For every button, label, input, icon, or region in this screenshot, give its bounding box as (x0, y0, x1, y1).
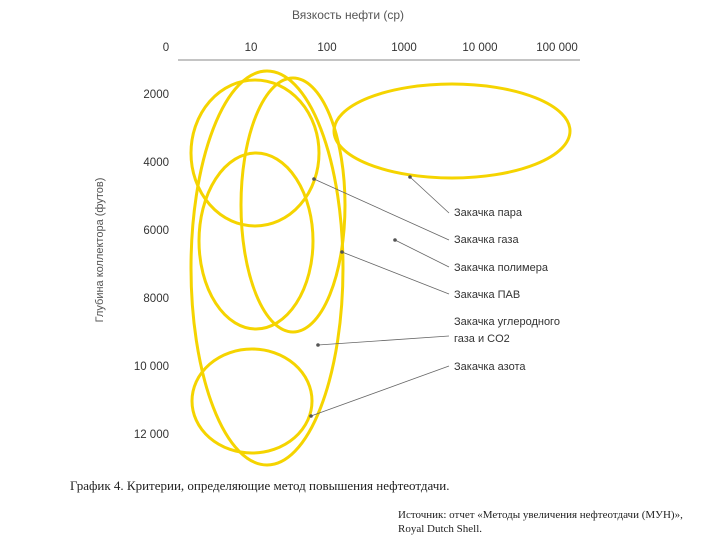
leader-dot (408, 175, 412, 179)
ellipse-polymer (239, 76, 347, 334)
leader-dot (340, 250, 344, 254)
ellipse-co2 (189, 69, 345, 467)
ellipse-nitrogen (190, 347, 314, 455)
source-line-2: Royal Dutch Shell. (398, 523, 483, 535)
eor-criteria-diagram: Вязкость нефти (ср) 0 10 100 1000 10 000… (94, 8, 580, 467)
x-tick: 100 (317, 42, 336, 54)
label-surfactant: Закачка ПАВ (454, 289, 520, 301)
leader-surfactant (341, 251, 450, 295)
leader-polymer (394, 239, 450, 268)
leader-dot (393, 238, 397, 242)
x-tick: 10 (245, 42, 258, 54)
y-tick: 4000 (143, 157, 169, 169)
x-tick: 10 000 (462, 42, 497, 54)
leader-dot (309, 414, 313, 418)
label-gas: Закачка газа (454, 234, 519, 246)
x-tick: 0 (163, 42, 169, 54)
ellipse-steam (332, 82, 572, 180)
leader-lines (309, 175, 450, 418)
y-tick: 8000 (143, 293, 169, 305)
label-steam: Закачка пара (454, 207, 523, 219)
figure-caption: График 4. Критерии, определяющие метод п… (70, 478, 450, 493)
label-polymer: Закачка полимера (454, 262, 549, 274)
x-tick: 1000 (391, 42, 417, 54)
leader-dot (316, 343, 320, 347)
source-note: Источник: отчет «Методы увеличения нефте… (398, 508, 718, 536)
leader-gas (313, 178, 450, 241)
ellipse-surfactant (197, 151, 315, 331)
source-line-1: Источник: отчет «Методы увеличения нефте… (398, 509, 683, 521)
x-axis-ticks: 0 10 100 1000 10 000 100 000 (163, 42, 578, 54)
leader-co2 (317, 335, 450, 346)
y-axis-ticks: 2000 4000 6000 8000 10 000 12 000 (134, 89, 169, 441)
x-tick: 100 000 (536, 42, 578, 54)
leader-steam (409, 176, 450, 214)
y-axis-label: Глубина коллектора (футов) (94, 178, 106, 323)
y-tick: 6000 (143, 225, 169, 237)
label-co2-line1: Закачка углеродного (454, 316, 560, 328)
label-nitrogen: Закачка азота (454, 361, 526, 373)
y-tick: 10 000 (134, 361, 169, 373)
ellipse-gas (189, 78, 321, 228)
label-co2-line2: газа и CO2 (454, 333, 510, 345)
leader-dot (312, 177, 316, 181)
leader-nitrogen (310, 365, 450, 417)
y-tick: 12 000 (134, 429, 169, 441)
method-ellipses (189, 69, 572, 467)
x-axis-label: Вязкость нефти (ср) (292, 8, 404, 22)
y-tick: 2000 (143, 89, 169, 101)
method-labels: Закачка пара Закачка газа Закачка полиме… (454, 207, 560, 373)
